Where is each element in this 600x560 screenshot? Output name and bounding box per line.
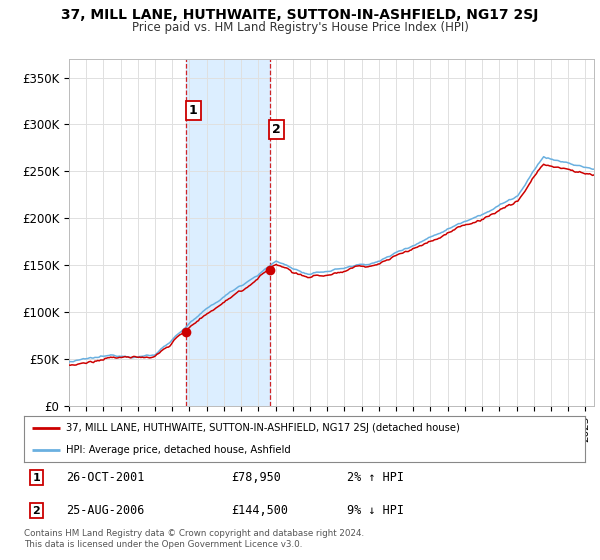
Bar — [187, 59, 269, 406]
Text: Contains HM Land Registry data © Crown copyright and database right 2024.
This d: Contains HM Land Registry data © Crown c… — [24, 529, 364, 549]
Text: 2: 2 — [272, 123, 281, 136]
Text: 2% ↑ HPI: 2% ↑ HPI — [347, 471, 404, 484]
Text: Price paid vs. HM Land Registry's House Price Index (HPI): Price paid vs. HM Land Registry's House … — [131, 21, 469, 34]
Text: 25-AUG-2006: 25-AUG-2006 — [66, 504, 145, 517]
Text: 9% ↓ HPI: 9% ↓ HPI — [347, 504, 404, 517]
Text: £78,950: £78,950 — [232, 471, 281, 484]
Text: 1: 1 — [32, 473, 40, 483]
Text: 2: 2 — [32, 506, 40, 516]
Text: 1: 1 — [189, 104, 198, 117]
Text: 26-OCT-2001: 26-OCT-2001 — [66, 471, 145, 484]
Text: £144,500: £144,500 — [232, 504, 289, 517]
Text: HPI: Average price, detached house, Ashfield: HPI: Average price, detached house, Ashf… — [66, 445, 291, 455]
Text: 37, MILL LANE, HUTHWAITE, SUTTON-IN-ASHFIELD, NG17 2SJ (detached house): 37, MILL LANE, HUTHWAITE, SUTTON-IN-ASHF… — [66, 423, 460, 433]
Text: 37, MILL LANE, HUTHWAITE, SUTTON-IN-ASHFIELD, NG17 2SJ: 37, MILL LANE, HUTHWAITE, SUTTON-IN-ASHF… — [61, 8, 539, 22]
